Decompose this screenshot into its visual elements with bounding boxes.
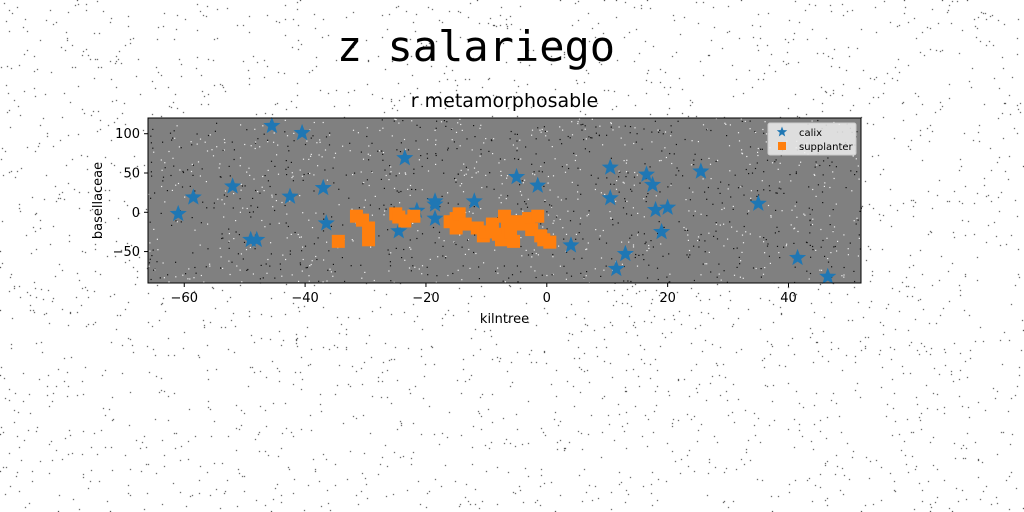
- y-tick-label: 0: [132, 206, 140, 221]
- point-calix-22: [607, 259, 625, 277]
- data-marks: [169, 116, 837, 284]
- point-supplanter-20: [498, 209, 511, 223]
- point-calix-3: [184, 188, 202, 205]
- point-supplanter-31: [543, 235, 557, 249]
- point-calix-11: [390, 222, 408, 239]
- point-calix-21: [601, 189, 619, 206]
- point-calix-32: [819, 267, 837, 284]
- point-calix-4: [224, 177, 242, 194]
- legend-label-calix: calix: [799, 128, 822, 139]
- plot-area: [148, 118, 861, 283]
- legend-label-supplanter: supplanter: [799, 142, 854, 153]
- point-supplanter-13: [458, 217, 472, 231]
- y-axis: −50 0 50 100: [113, 127, 148, 260]
- point-calix-1: [293, 123, 311, 141]
- x-axis-label: kilntree: [480, 312, 529, 327]
- point-calix-8: [314, 178, 332, 196]
- point-calix-18: [529, 176, 547, 193]
- point-supplanter-8: [407, 209, 421, 223]
- point-calix-7: [281, 187, 299, 204]
- point-calix-29: [692, 162, 710, 179]
- point-supplanter-0: [331, 234, 345, 248]
- point-calix-19: [562, 236, 580, 253]
- page-title: z salariego: [336, 22, 616, 71]
- legend-marker-calix: [776, 126, 788, 137]
- point-calix-16: [465, 192, 483, 209]
- y-tick-label: 50: [123, 167, 140, 182]
- legend-marker-supplanter: [778, 142, 786, 150]
- point-supplanter-3: [362, 221, 376, 235]
- y-tick-label: −50: [113, 245, 140, 260]
- chart-title: r metamorphosable: [410, 90, 599, 112]
- point-supplanter-23: [507, 234, 521, 248]
- point-calix-30: [749, 194, 767, 211]
- y-axis-label: basellaceae: [91, 162, 106, 239]
- x-tick-label: 0: [543, 291, 551, 306]
- point-supplanter-12: [452, 207, 466, 221]
- point-calix-6: [248, 230, 266, 248]
- point-calix-31: [789, 248, 807, 266]
- point-calix-2: [169, 204, 187, 222]
- point-calix-14: [426, 195, 444, 212]
- point-calix-28: [659, 198, 677, 215]
- point-calix-23: [616, 244, 634, 262]
- point-calix-0: [263, 116, 281, 134]
- x-tick-label: −20: [412, 291, 439, 306]
- x-axis: −60 −40 −20 0 20 40: [171, 283, 797, 306]
- point-calix-9: [317, 214, 335, 231]
- point-supplanter-28: [531, 209, 545, 223]
- point-supplanter-17: [485, 217, 499, 231]
- point-calix-25: [643, 175, 662, 193]
- point-calix-24: [637, 165, 656, 182]
- x-tick-label: 40: [780, 291, 797, 306]
- x-tick-label: −40: [291, 291, 318, 306]
- x-tick-label: −60: [171, 291, 198, 306]
- x-tick-label: 20: [659, 291, 676, 306]
- point-supplanter-4: [362, 233, 376, 247]
- point-calix-17: [508, 167, 526, 185]
- plot-frame: [147, 117, 862, 284]
- point-calix-20: [601, 158, 619, 175]
- point-calix-10: [396, 149, 414, 166]
- legend: calix supplanter: [767, 122, 857, 156]
- point-calix-15: [426, 209, 444, 226]
- legend-box: [767, 122, 857, 156]
- y-tick-label: 100: [115, 127, 140, 142]
- point-calix-26: [647, 200, 665, 218]
- point-calix-27: [653, 222, 671, 240]
